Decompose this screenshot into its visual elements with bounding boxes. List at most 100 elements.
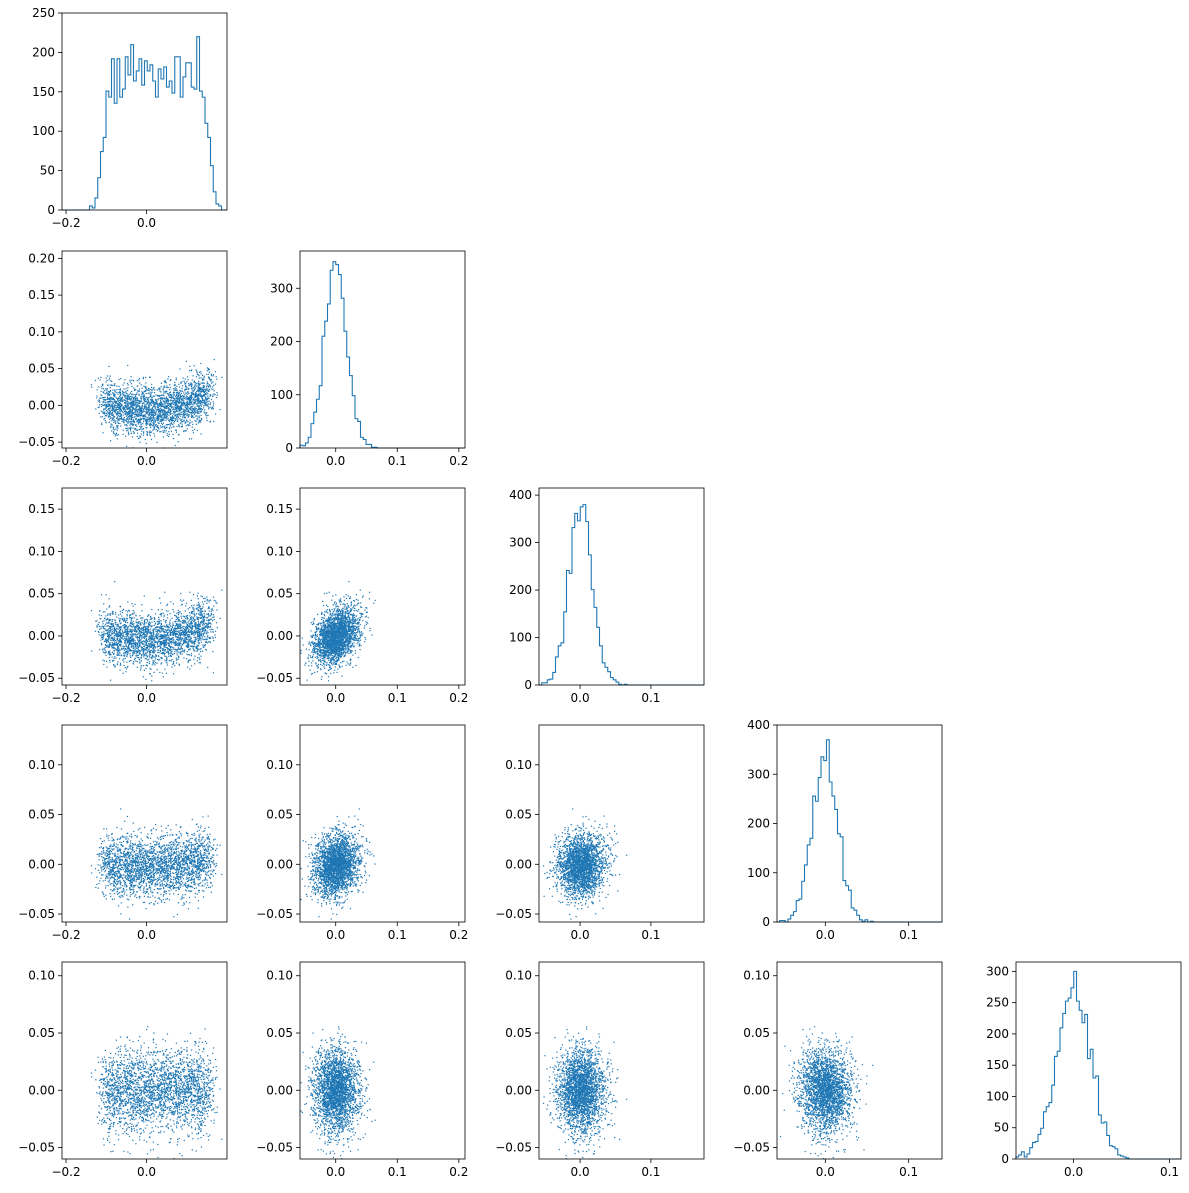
scatter-point [119, 652, 121, 654]
scatter-point [145, 422, 147, 425]
scatter-point [195, 369, 197, 371]
scatter-point [123, 394, 125, 396]
scatter-point [129, 610, 131, 612]
scatter-point [205, 403, 207, 405]
scatter-point [158, 428, 160, 430]
scatter-point [101, 636, 103, 638]
scatter-point [117, 404, 119, 406]
scatter-point [138, 653, 141, 655]
scatter-point [147, 631, 149, 633]
scatter-point [127, 647, 129, 649]
scatter-point [137, 419, 139, 421]
scatter-point [115, 410, 117, 412]
scatter-point [104, 652, 106, 654]
scatter-point [141, 619, 143, 621]
scatter-point [120, 403, 122, 406]
scatter-point [173, 398, 175, 401]
scatter-point [98, 614, 100, 616]
scatter-point [139, 415, 141, 417]
scatter-point [204, 403, 206, 405]
scatter-point [194, 623, 196, 625]
scatter-point [152, 425, 154, 427]
scatter-point [191, 611, 193, 614]
scatter-point [153, 405, 155, 407]
scatter-point [167, 651, 169, 653]
scatter-point [108, 398, 110, 400]
scatter-point [123, 637, 125, 639]
scatter-point [207, 608, 209, 610]
scatter-point [150, 438, 152, 441]
scatter-point [163, 645, 165, 647]
scatter-point [124, 410, 126, 412]
scatter-point [176, 407, 178, 409]
scatter-point [157, 408, 159, 410]
scatter-point [153, 392, 156, 394]
scatter-point [200, 628, 202, 631]
scatter-point [109, 387, 111, 389]
scatter-point [182, 639, 184, 642]
scatter-point [201, 408, 204, 411]
scatter-point [106, 645, 109, 647]
scatter-point [140, 433, 142, 435]
scatter-point [161, 410, 163, 412]
scatter-point [196, 631, 198, 633]
scatter-point [176, 415, 178, 417]
scatter-point [160, 416, 162, 418]
scatter-point [193, 381, 196, 383]
scatter-point [113, 647, 115, 649]
scatter-point [147, 419, 149, 421]
scatter-point [149, 430, 151, 432]
scatter-point [185, 645, 187, 647]
scatter-point [108, 598, 110, 600]
scatter-point [143, 416, 145, 418]
scatter-point [160, 644, 163, 646]
scatter-point [207, 393, 209, 395]
scatter-point [116, 412, 118, 415]
scatter-point [106, 389, 108, 391]
scatter-point [115, 401, 118, 403]
scatter-point [114, 416, 116, 418]
scatter-point [111, 641, 113, 643]
scatter-point [103, 603, 105, 605]
scatter-point [170, 416, 172, 419]
scatter-point [146, 411, 148, 413]
scatter-point [189, 400, 191, 402]
scatter-point [144, 658, 146, 660]
scatter-point [176, 392, 178, 394]
scatter-point [108, 379, 110, 381]
scatter-point [178, 619, 180, 621]
scatter-point [104, 393, 106, 395]
scatter-point [160, 397, 162, 399]
scatter-point [195, 638, 197, 641]
scatter-point [137, 636, 139, 638]
scatter-point [175, 429, 177, 431]
scatter-point [175, 395, 177, 397]
scatter-point [166, 412, 168, 414]
scatter-point [173, 388, 175, 390]
scatter-point [137, 648, 139, 650]
scatter-point [186, 625, 188, 627]
scatter-point [203, 646, 205, 648]
scatter-point [145, 427, 147, 429]
scatter-point [183, 409, 185, 411]
scatter-point [146, 647, 148, 649]
scatter-point [149, 402, 151, 404]
scatter-point [195, 627, 198, 629]
scatter-point [126, 626, 128, 628]
scatter-point [208, 625, 210, 627]
scatter-point [185, 605, 187, 607]
scatter-point [114, 581, 116, 583]
scatter-point [166, 659, 168, 661]
scatter-point [209, 618, 211, 620]
scatter-point [209, 636, 211, 638]
scatter-point [129, 379, 131, 381]
scatter-point [157, 425, 159, 427]
scatter-point [141, 405, 143, 408]
scatter-point [138, 394, 140, 396]
scatter-point [114, 619, 116, 621]
scatter-point [132, 638, 134, 640]
scatter-point [133, 638, 135, 640]
scatter-point [159, 638, 161, 640]
scatter-point [135, 398, 137, 400]
scatter-point [130, 637, 132, 639]
